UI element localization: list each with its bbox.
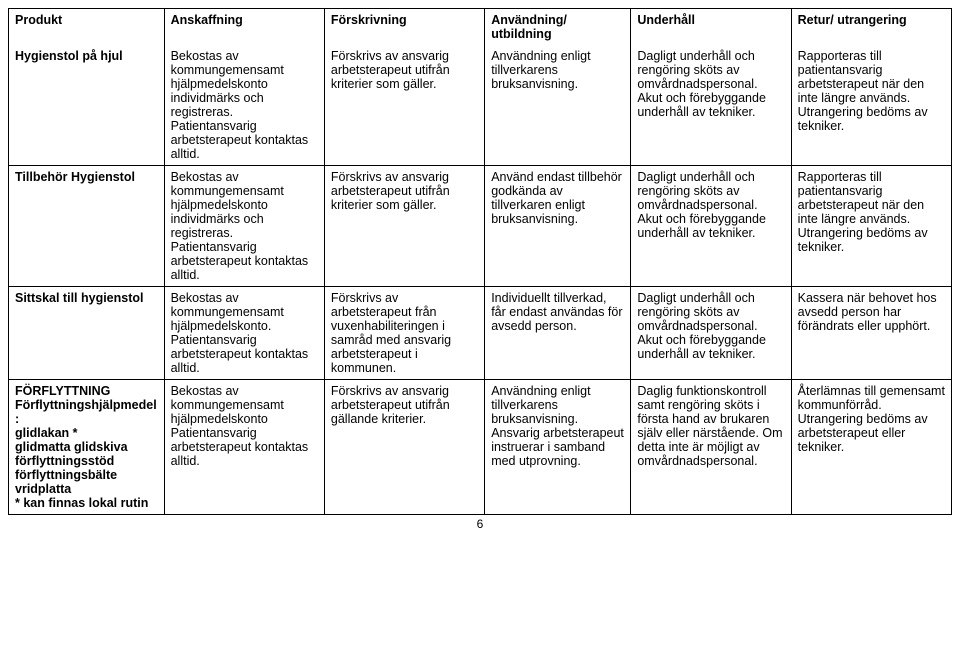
header-row: Produkt Anskaffning Förskrivning Användn… (9, 9, 952, 46)
cell-usage: Använd endast tillbehör godkända av till… (485, 166, 631, 287)
table-row: Hygienstol på hjul Bekostas av kommungem… (9, 45, 952, 166)
cell-return: Kassera när behovet hos avsedd person ha… (791, 287, 951, 380)
header-product: Produkt (9, 9, 165, 46)
cell-usage: Individuellt tillverkad, får endast anvä… (485, 287, 631, 380)
cell-return: Rapporteras till patientansvarig arbetst… (791, 45, 951, 166)
cell-maintenance: Dagligt underhåll och rengöring sköts av… (631, 287, 791, 380)
cell-prescription: Förskrivs av arbetsterapeut från vuxenha… (324, 287, 484, 380)
header-prescription: Förskrivning (324, 9, 484, 46)
product-name: Tillbehör Hygienstol (15, 170, 135, 184)
section-maintenance: Daglig funktionskontroll samt rengöring … (631, 380, 791, 515)
cell-prescription: Förskrivs av ansvarig arbetsterapeut uti… (324, 45, 484, 166)
product-name: Hygienstol på hjul (15, 49, 123, 63)
cell-usage: Användning enligt tillverkarens bruksanv… (485, 45, 631, 166)
header-usage: Användning/ utbildning (485, 9, 631, 46)
cell-acquisition: Bekostas av kommungemensamt hjälpmedelsk… (164, 287, 324, 380)
table-row: Sittskal till hygienstol Bekostas av kom… (9, 287, 952, 380)
section-row: FÖRFLYTTNING Förflyttningshjälpmedel: gl… (9, 380, 952, 515)
main-table: Produkt Anskaffning Förskrivning Användn… (8, 8, 952, 515)
table-row: Tillbehör Hygienstol Bekostas av kommung… (9, 166, 952, 287)
cell-prescription: Förskrivs av ansvarig arbetsterapeut uti… (324, 166, 484, 287)
section-title: FÖRFLYTTNING (15, 384, 158, 398)
cell-acquisition: Bekostas av kommungemensamt hjälpmedelsk… (164, 45, 324, 166)
header-maintenance: Underhåll (631, 9, 791, 46)
cell-acquisition: Bekostas av kommungemensamt hjälpmedelsk… (164, 166, 324, 287)
header-acquisition: Anskaffning (164, 9, 324, 46)
product-name: Sittskal till hygienstol (15, 291, 144, 305)
cell-return: Rapporteras till patientansvarig arbetst… (791, 166, 951, 287)
section-usage: Användning enligt tillverkarens bruksanv… (485, 380, 631, 515)
section-product: FÖRFLYTTNING Förflyttningshjälpmedel: gl… (9, 380, 165, 515)
cell-maintenance: Dagligt underhåll och rengöring sköts av… (631, 45, 791, 166)
cell-maintenance: Dagligt underhåll och rengöring sköts av… (631, 166, 791, 287)
section-product-main: Förflyttningshjälpmedel: (15, 398, 158, 426)
section-acquisition: Bekostas av kommungemensamt hjälpmedelsk… (164, 380, 324, 515)
header-return: Retur/ utrangering (791, 9, 951, 46)
section-product-lines: glidlakan * glidmatta glidskiva förflytt… (15, 426, 158, 510)
section-return: Återlämnas till gemensamt kommunförråd. … (791, 380, 951, 515)
page-number: 6 (8, 517, 952, 531)
section-prescription: Förskrivs av ansvarig arbetsterapeut uti… (324, 380, 484, 515)
